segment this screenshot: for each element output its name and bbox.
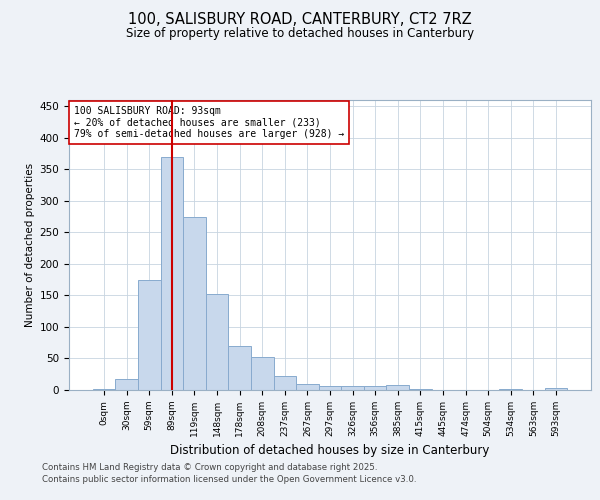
Bar — [229, 346, 251, 390]
Bar — [93, 388, 115, 390]
X-axis label: Distribution of detached houses by size in Canterbury: Distribution of detached houses by size … — [170, 444, 490, 458]
Bar — [138, 280, 161, 390]
Bar — [251, 356, 274, 390]
Bar — [364, 386, 386, 390]
Text: Contains public sector information licensed under the Open Government Licence v3: Contains public sector information licen… — [42, 475, 416, 484]
Bar — [115, 378, 138, 390]
Bar — [545, 388, 567, 390]
Bar — [296, 384, 319, 390]
Text: 100 SALISBURY ROAD: 93sqm
← 20% of detached houses are smaller (233)
79% of semi: 100 SALISBURY ROAD: 93sqm ← 20% of detac… — [74, 106, 344, 139]
Bar — [386, 385, 409, 390]
Bar — [274, 376, 296, 390]
Bar — [341, 386, 364, 390]
Text: Size of property relative to detached houses in Canterbury: Size of property relative to detached ho… — [126, 28, 474, 40]
Y-axis label: Number of detached properties: Number of detached properties — [25, 163, 35, 327]
Bar — [206, 294, 229, 390]
Bar — [183, 216, 206, 390]
Bar — [161, 156, 183, 390]
Text: Contains HM Land Registry data © Crown copyright and database right 2025.: Contains HM Land Registry data © Crown c… — [42, 464, 377, 472]
Text: 100, SALISBURY ROAD, CANTERBURY, CT2 7RZ: 100, SALISBURY ROAD, CANTERBURY, CT2 7RZ — [128, 12, 472, 28]
Bar — [319, 386, 341, 390]
